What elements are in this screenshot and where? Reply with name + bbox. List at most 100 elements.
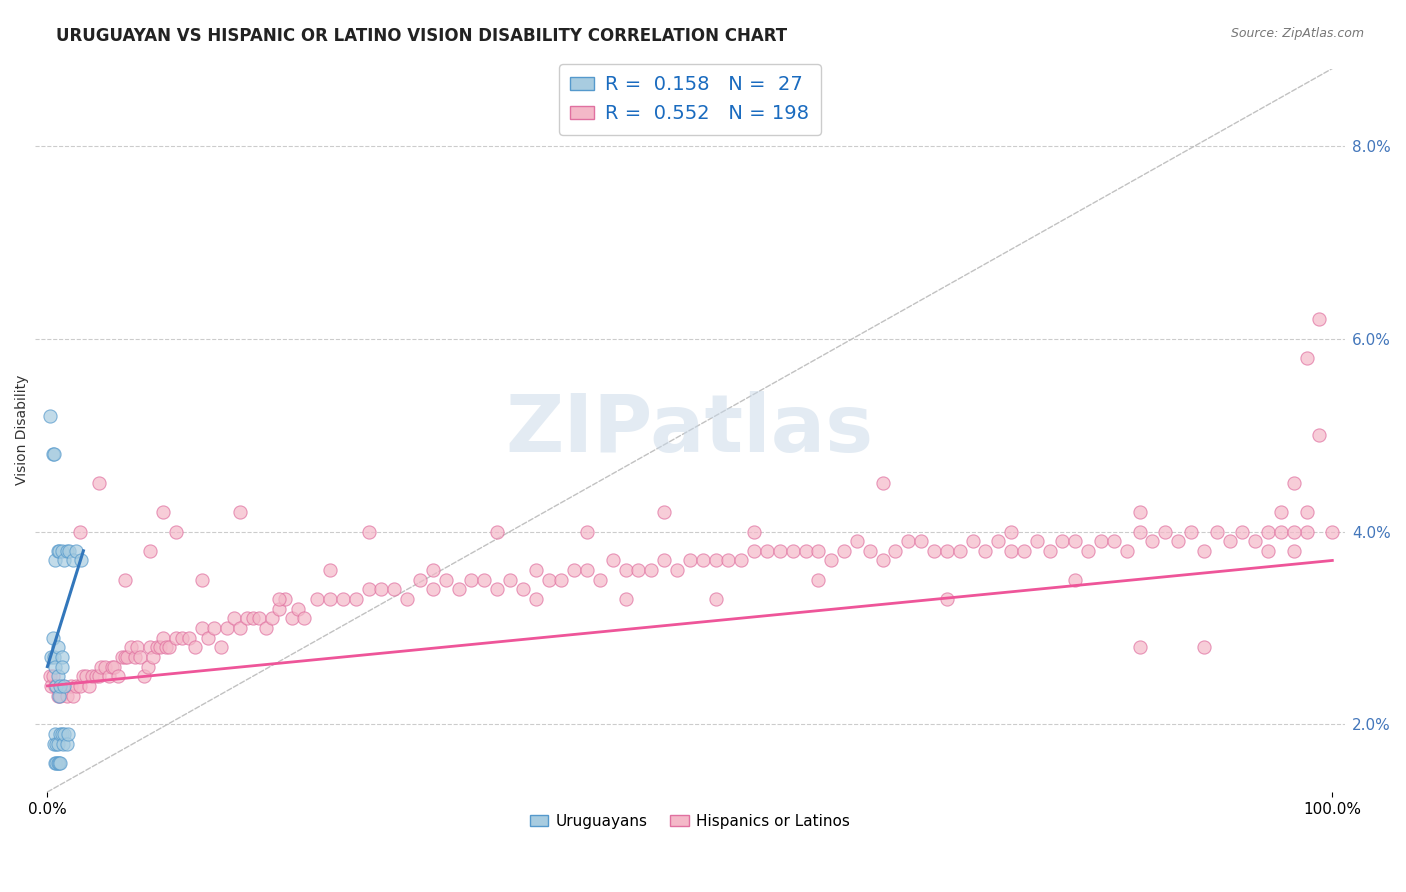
Point [769, 544, 792, 558]
Point [1218, 534, 1240, 549]
Point [142, 649, 165, 664]
Point [139, 640, 162, 655]
Point [614, 563, 637, 577]
Point [1025, 534, 1047, 549]
Point [120, 640, 142, 655]
Point [422, 582, 444, 597]
Text: ZIPatlas: ZIPatlas [506, 392, 875, 469]
Point [51, 544, 73, 558]
Point [132, 669, 155, 683]
Point [90, 659, 112, 673]
Point [447, 582, 470, 597]
Point [41, 631, 63, 645]
Point [1257, 544, 1279, 558]
Point [422, 563, 444, 577]
Point [1232, 524, 1254, 539]
Point [42, 737, 65, 751]
Point [69, 524, 91, 539]
Point [222, 611, 245, 625]
Point [1167, 534, 1189, 549]
Point [717, 553, 740, 567]
Point [58, 544, 80, 558]
Point [357, 524, 380, 539]
Point [177, 631, 200, 645]
Point [145, 640, 167, 655]
Point [704, 553, 727, 567]
Point [46, 737, 69, 751]
Point [576, 524, 599, 539]
Point [69, 553, 91, 567]
Point [1295, 351, 1317, 365]
Point [1115, 544, 1137, 558]
Point [149, 640, 172, 655]
Point [75, 669, 97, 683]
Text: URUGUAYAN VS HISPANIC OR LATINO VISION DISABILITY CORRELATION CHART: URUGUAYAN VS HISPANIC OR LATINO VISION D… [56, 27, 787, 45]
Point [704, 592, 727, 607]
Point [139, 544, 162, 558]
Point [1192, 544, 1215, 558]
Point [46, 689, 69, 703]
Point [94, 659, 117, 673]
Point [62, 689, 84, 703]
Point [1090, 534, 1112, 549]
Point [41, 447, 63, 461]
Point [1270, 505, 1292, 519]
Point [124, 649, 146, 664]
Point [165, 524, 187, 539]
Point [87, 669, 110, 683]
Point [46, 640, 69, 655]
Point [949, 544, 972, 558]
Point [512, 582, 534, 597]
Point [84, 669, 107, 683]
Point [1192, 640, 1215, 655]
Point [807, 544, 830, 558]
Point [1180, 524, 1202, 539]
Point [152, 631, 174, 645]
Point [742, 544, 765, 558]
Point [217, 621, 239, 635]
Point [974, 544, 997, 558]
Point [55, 689, 77, 703]
Point [742, 524, 765, 539]
Point [55, 737, 77, 751]
Point [486, 524, 509, 539]
Point [184, 640, 207, 655]
Point [872, 553, 894, 567]
Point [1129, 640, 1152, 655]
Point [267, 601, 290, 615]
Point [39, 669, 62, 683]
Point [87, 476, 110, 491]
Point [280, 611, 302, 625]
Point [48, 756, 70, 770]
Point [1129, 524, 1152, 539]
Point [53, 727, 76, 741]
Point [197, 631, 219, 645]
Point [1282, 544, 1305, 558]
Point [49, 756, 72, 770]
Point [100, 659, 122, 673]
Point [41, 669, 63, 683]
Point [1129, 505, 1152, 519]
Point [229, 505, 252, 519]
Point [987, 534, 1010, 549]
Point [267, 592, 290, 607]
Point [44, 756, 66, 770]
Point [692, 553, 714, 567]
Point [524, 592, 547, 607]
Point [165, 631, 187, 645]
Point [782, 544, 804, 558]
Point [262, 611, 284, 625]
Point [1000, 544, 1022, 558]
Point [357, 582, 380, 597]
Point [666, 563, 689, 577]
Point [114, 649, 136, 664]
Point [679, 553, 702, 567]
Point [111, 649, 134, 664]
Point [872, 476, 894, 491]
Point [51, 727, 73, 741]
Point [652, 505, 675, 519]
Point [204, 621, 226, 635]
Point [209, 640, 232, 655]
Point [39, 409, 62, 423]
Point [229, 621, 252, 635]
